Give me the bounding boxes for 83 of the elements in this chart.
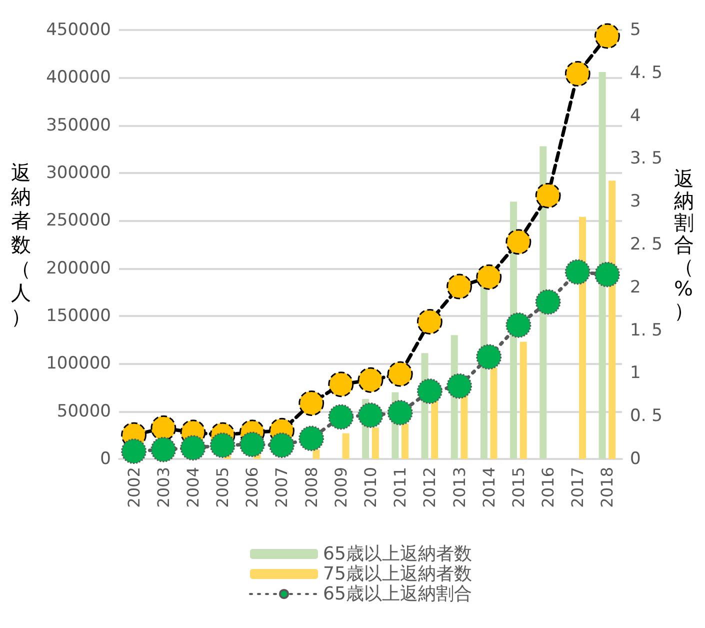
point (506, 312, 532, 338)
y-tick-label: 100000 (46, 354, 111, 374)
legend-label: 75歳以上返納者数 (323, 564, 472, 584)
x-tick-label: 2015 (508, 467, 528, 508)
legend-label: 65歳以上返納割合 (323, 584, 472, 604)
bar (579, 216, 586, 459)
point (535, 289, 561, 315)
x-tick-label: 2010 (361, 467, 380, 508)
point (594, 262, 620, 288)
bar (312, 449, 320, 459)
point (298, 426, 324, 452)
y-tick-label: 300000 (46, 163, 111, 183)
y-tick-label: 450000 (46, 20, 111, 40)
x-tick-label: 2018 (598, 467, 617, 508)
y2-tick-label: 3 (630, 192, 641, 212)
point (416, 378, 442, 404)
point (298, 390, 324, 416)
x-tick-label: 2007 (272, 467, 292, 508)
point (476, 264, 502, 290)
point (328, 372, 354, 398)
point (535, 182, 561, 208)
x-tick-label: 2017 (568, 467, 588, 508)
point (387, 400, 413, 426)
y-tick-label: 50000 (56, 401, 111, 422)
bar (598, 72, 606, 459)
y2-tick-label: 2. 5 (630, 234, 662, 254)
x-tick-label: 2004 (183, 467, 202, 508)
y2-axis-title: 返納割合（%） (674, 166, 694, 322)
y-tick-label: 250000 (46, 210, 111, 231)
legend-label: 65歳以上返納者数 (323, 544, 472, 564)
y2-tick-label: 1 (630, 363, 641, 384)
y2-tick-label: 1. 5 (630, 320, 662, 340)
x-tick-label: 2005 (213, 467, 232, 508)
point (239, 432, 265, 458)
bar (372, 428, 379, 459)
point (180, 435, 206, 461)
x-tick-label: 2011 (390, 467, 410, 508)
y-tick-label: 350000 (46, 115, 111, 136)
point (446, 373, 472, 399)
point (594, 23, 620, 49)
point (328, 404, 354, 430)
point (506, 229, 532, 255)
x-tick-label: 2008 (302, 467, 321, 508)
bar (460, 394, 468, 459)
point (446, 274, 472, 300)
point (476, 344, 502, 370)
y-tick-label: 150000 (46, 306, 111, 326)
point (210, 432, 236, 458)
y2-tick-label: 0. 5 (630, 406, 662, 426)
y-tick-label: 200000 (46, 258, 111, 278)
x-tick-label: 2013 (450, 467, 469, 508)
point (387, 361, 413, 387)
point (358, 402, 384, 428)
point (564, 259, 590, 285)
point (358, 367, 384, 393)
y-axis-title: 返納者数（人） (11, 160, 31, 328)
x-tick-label: 2016 (538, 467, 558, 508)
point (269, 432, 294, 458)
point (564, 61, 590, 86)
y-tick-label: 400000 (46, 68, 111, 88)
y2-tick-label: 4 (630, 106, 641, 126)
y2-tick-label: 2 (630, 277, 641, 298)
y2-tick-label: 5 (630, 20, 641, 40)
bar (401, 424, 408, 459)
x-tick-label: 2002 (124, 467, 144, 508)
x-tick-label: 2009 (331, 467, 350, 508)
bar (490, 367, 498, 459)
bar (342, 433, 350, 459)
y2-tick-label: 0 (630, 449, 641, 469)
point (150, 436, 176, 462)
point (121, 438, 147, 464)
x-tick-label: 2014 (479, 467, 498, 508)
y-tick-label: 0 (100, 449, 111, 469)
bar (520, 342, 527, 459)
bar (608, 180, 616, 459)
x-tick-label: 2006 (242, 467, 262, 508)
bar (431, 400, 438, 459)
y2-tick-label: 4. 5 (630, 62, 662, 83)
x-tick-label: 2003 (154, 467, 173, 508)
x-tick-label: 2012 (420, 467, 440, 508)
point (150, 415, 176, 441)
point (416, 308, 442, 334)
y2-tick-label: 3. 5 (630, 148, 662, 169)
